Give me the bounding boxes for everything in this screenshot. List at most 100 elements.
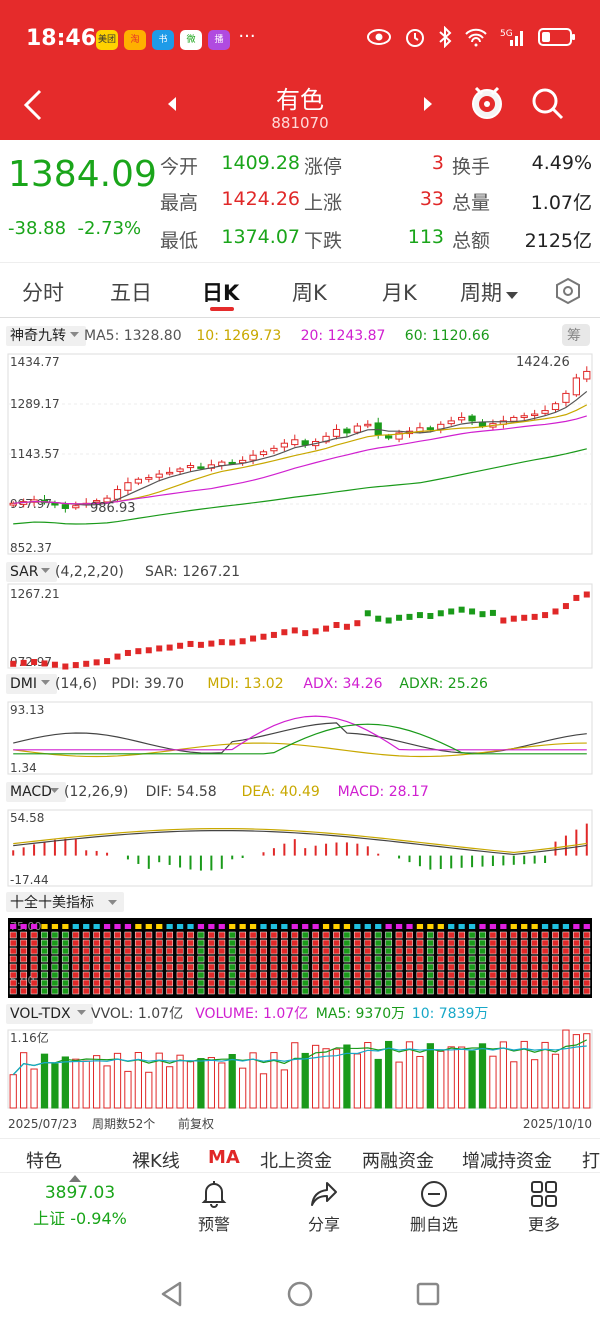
shiquan-cell	[187, 963, 194, 971]
shiquan-cell	[291, 987, 299, 995]
shiquan-cell	[155, 939, 163, 947]
sar-dot	[542, 612, 549, 619]
expand-up-icon[interactable]	[68, 1173, 82, 1183]
shiquan-cell	[312, 947, 320, 955]
index-value: 3897.03	[44, 1183, 116, 1203]
shiquan-cell	[207, 979, 215, 987]
candle-body	[259, 451, 268, 456]
tab-daily-k[interactable]: 日K	[202, 281, 240, 305]
nav-recents-icon[interactable]	[414, 1280, 442, 1308]
shiquan-cell	[41, 987, 48, 995]
kline-chart[interactable]: 神奇九转 MA5: 1328.80 10: 1269.73 20: 1243.87 60…	[0, 318, 600, 1136]
shiquan-cell	[82, 939, 90, 947]
tab-monthly-k[interactable]: 月K	[382, 281, 417, 305]
func-holdings[interactable]: 增减持资金	[462, 1151, 552, 1172]
shiquan-cell	[280, 963, 288, 971]
shiquan-cell	[572, 931, 580, 939]
tab-weekly-k[interactable]: 周K	[292, 281, 327, 305]
shiquan-cell	[385, 971, 393, 979]
shiquan-cell	[239, 971, 247, 979]
shiquan-cell	[103, 963, 111, 971]
shiquan-cell	[541, 979, 549, 987]
shiquan-cell	[9, 939, 17, 947]
shiquan-cell	[541, 931, 549, 939]
nav-back-icon[interactable]	[158, 1280, 186, 1308]
shiquan-cell	[572, 939, 580, 947]
func-naked-k[interactable]: 裸K线	[132, 1151, 180, 1172]
volume-bar	[562, 1029, 570, 1109]
volume-bar	[301, 1052, 309, 1109]
shiquan-cell	[458, 939, 466, 947]
volume-bar	[405, 1041, 414, 1109]
func-northbound[interactable]: 北上资金	[260, 1151, 332, 1172]
func-tese[interactable]: 特色	[26, 1151, 62, 1172]
shiquan-cell	[41, 931, 48, 939]
shiquan-cell	[218, 987, 226, 995]
func-more[interactable]: 打	[582, 1151, 600, 1172]
func-ma[interactable]: MA	[208, 1147, 240, 1168]
shiquan-cell	[280, 987, 288, 995]
shiquan-cell	[124, 939, 132, 947]
candle-body	[166, 471, 174, 475]
shiquan-cell	[72, 931, 80, 939]
shiquan-cell	[562, 955, 570, 963]
shiquan-cell	[541, 955, 549, 963]
shiquan-top	[103, 924, 111, 929]
eye-icon	[367, 29, 391, 45]
nav-home-icon[interactable]	[286, 1280, 314, 1308]
shiquan-cell	[499, 987, 507, 995]
shiquan-cell	[9, 987, 17, 995]
shiquan-cell	[103, 955, 111, 963]
settings-hexagon-icon[interactable]	[554, 277, 582, 305]
status-time: 18:46	[26, 26, 97, 51]
tab-period[interactable]: 周期	[460, 277, 519, 307]
shiquan-cell	[499, 955, 507, 963]
main-panel-value: 60: 1120.66	[405, 328, 490, 344]
remove-watchlist-label: 删自选	[409, 1215, 458, 1234]
shiquan-top	[208, 924, 215, 929]
shiquan-top	[458, 924, 465, 929]
shiquan-cell	[353, 931, 361, 939]
alert-label: 预警	[197, 1215, 230, 1234]
shiquan-cell	[479, 947, 486, 955]
share-button[interactable]: 分享	[284, 1179, 364, 1235]
shiquan-cell	[20, 971, 28, 979]
mascot-icon[interactable]	[468, 82, 506, 126]
search-icon[interactable]	[530, 86, 566, 122]
shiquan-cell	[364, 963, 372, 971]
next-stock-icon[interactable]	[422, 96, 434, 112]
period-count: 周期数52个	[92, 1116, 155, 1131]
shiquan-top	[531, 924, 538, 929]
bell-icon	[201, 1181, 227, 1208]
volume-bar	[447, 1046, 455, 1109]
shiquan-cell	[176, 939, 184, 947]
alert-button[interactable]: 预警	[174, 1179, 254, 1235]
shiquan-top	[187, 924, 194, 929]
candle-body	[541, 410, 549, 414]
func-margin[interactable]: 两融资金	[362, 1151, 434, 1172]
vol-panel-caret-icon	[77, 1010, 86, 1015]
prev-stock-icon[interactable]	[166, 96, 178, 112]
shiquan-cell	[426, 931, 434, 939]
shiquan-cell	[510, 963, 518, 971]
shiquan-cell	[562, 939, 570, 947]
shiquan-cell	[145, 979, 153, 987]
remove-watchlist-button[interactable]: 删自选	[394, 1179, 474, 1235]
shiquan-cell	[552, 963, 559, 971]
shiquan-cell	[114, 963, 121, 971]
dmi-panel-frame	[7, 701, 593, 775]
shiquan-cell	[374, 947, 382, 955]
shiquan-cell	[322, 987, 330, 995]
shiquan-cell	[374, 987, 382, 995]
shiquan-cell	[218, 939, 226, 947]
shiquan-top	[41, 924, 48, 929]
candle-body	[197, 466, 205, 469]
shiquan-cell	[520, 939, 528, 947]
index-ticker[interactable]: 3897.03 上证 -0.94%	[30, 1183, 130, 1229]
tab-fenshi[interactable]: 分时	[22, 281, 64, 305]
more-button[interactable]: 更多	[504, 1179, 584, 1235]
volume-bar	[103, 1065, 111, 1109]
tab-five-day[interactable]: 五日	[110, 281, 152, 305]
shiquan-cell	[395, 955, 403, 963]
back-arrow-icon[interactable]	[22, 88, 44, 122]
